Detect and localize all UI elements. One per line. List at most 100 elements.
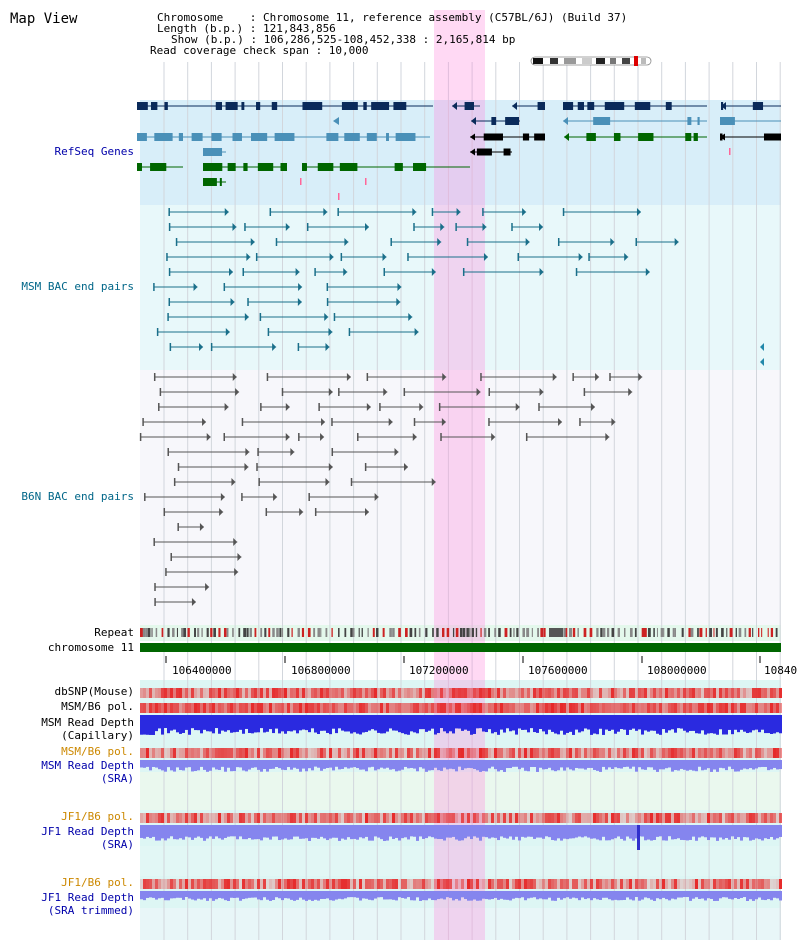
track-label-jf1-depth-trimmed[interactable]: JF1 Read Depth bbox=[41, 891, 134, 904]
polymorphism-cell bbox=[143, 879, 146, 889]
depth-bar bbox=[752, 760, 755, 770]
polymorphism-cell bbox=[254, 748, 257, 758]
depth-bar bbox=[479, 760, 482, 772]
track-label-repeat[interactable]: Repeat bbox=[94, 626, 134, 639]
polymorphism-cell bbox=[575, 813, 578, 823]
depth-bar bbox=[275, 825, 278, 837]
track-label-jf1-depth-sra-sub: (SRA) bbox=[100, 838, 134, 851]
track-label-msm-depth-sra[interactable]: MSM Read Depth bbox=[41, 759, 134, 772]
depth-bar bbox=[629, 825, 632, 839]
polymorphism-cell bbox=[671, 703, 674, 713]
polymorphism-cell bbox=[284, 813, 287, 823]
polymorphism-cell bbox=[383, 703, 386, 713]
polymorphism-cell bbox=[692, 688, 695, 698]
depth-bar bbox=[563, 891, 566, 899]
depth-bar bbox=[605, 825, 608, 841]
depth-bar bbox=[371, 760, 374, 767]
depth-bar bbox=[692, 715, 695, 731]
track-label-jf1-b6-pol-2[interactable]: JF1/B6 pol. bbox=[61, 876, 134, 889]
bac-end bbox=[234, 568, 239, 576]
depth-bar bbox=[326, 760, 329, 768]
depth-bar bbox=[389, 825, 392, 837]
track-label-msm-b6-pol-1[interactable]: MSM/B6 pol. bbox=[61, 700, 134, 713]
gene-exon bbox=[413, 163, 427, 171]
polymorphism-cell bbox=[440, 703, 443, 713]
track-label-jf1-depth-sra[interactable]: JF1 Read Depth bbox=[41, 825, 134, 838]
depth-bar bbox=[671, 715, 674, 730]
polymorphism-cell bbox=[314, 688, 317, 698]
track-label-msm-b6-pol-2[interactable]: MSM/B6 pol. bbox=[61, 745, 134, 758]
track-label-jf1-b6-pol-1[interactable]: JF1/B6 pol. bbox=[61, 810, 134, 823]
depth-bar bbox=[377, 715, 380, 733]
repeat-mark bbox=[344, 628, 347, 637]
polymorphism-cell bbox=[302, 688, 305, 698]
depth-bar bbox=[200, 891, 203, 900]
polymorphism-cell bbox=[698, 703, 701, 713]
polymorphism-cell bbox=[647, 813, 650, 823]
depth-bar bbox=[608, 760, 611, 768]
polymorphism-cell bbox=[446, 688, 449, 698]
track-label-msm-bac[interactable]: MSM BAC end pairs bbox=[21, 280, 134, 293]
polymorphism-cell bbox=[149, 688, 152, 698]
polymorphism-cell bbox=[386, 748, 389, 758]
polymorphism-cell bbox=[347, 813, 350, 823]
depth-bar bbox=[314, 760, 317, 767]
polymorphism-cell bbox=[476, 879, 479, 889]
polymorphism-cell bbox=[446, 879, 449, 889]
polymorphism-cell bbox=[776, 813, 779, 823]
depth-bar bbox=[224, 891, 227, 901]
depth-bar bbox=[419, 715, 422, 730]
depth-bar bbox=[590, 715, 593, 735]
depth-bar bbox=[605, 715, 608, 730]
polymorphism-cell bbox=[662, 813, 665, 823]
polymorphism-cell bbox=[560, 703, 563, 713]
depth-bar bbox=[584, 760, 587, 770]
track-label-msm-depth-capillary[interactable]: MSM Read Depth bbox=[41, 716, 134, 729]
depth-bar bbox=[752, 891, 755, 901]
depth-bar bbox=[416, 715, 419, 734]
depth-bar bbox=[629, 760, 632, 769]
bac-end bbox=[328, 463, 333, 471]
polymorphism-cell bbox=[602, 813, 605, 823]
track-label-dbsnp[interactable]: dbSNP(Mouse) bbox=[54, 685, 134, 698]
polymorphism-cell bbox=[326, 688, 329, 698]
polymorphism-cell bbox=[455, 703, 458, 713]
polymorphism-cell bbox=[596, 748, 599, 758]
page-title: Map View bbox=[10, 11, 78, 27]
polymorphism-cell bbox=[332, 748, 335, 758]
depth-bar bbox=[248, 715, 251, 734]
chromosome-ideogram[interactable] bbox=[530, 53, 652, 66]
polymorphism-cell bbox=[281, 748, 284, 758]
bac-end bbox=[321, 418, 326, 426]
depth-bar bbox=[413, 715, 416, 733]
depth-bar bbox=[707, 825, 710, 841]
polymorphism-cell bbox=[443, 703, 446, 713]
track-label-chromosome[interactable]: chromosome 11 bbox=[47, 641, 134, 654]
polymorphism-cell bbox=[464, 703, 467, 713]
gene-exon bbox=[464, 102, 475, 110]
depth-bar bbox=[293, 760, 296, 768]
polymorphism-cell bbox=[284, 703, 287, 713]
polymorphism-cell bbox=[701, 703, 704, 713]
bac-end bbox=[611, 418, 616, 426]
depth-bar bbox=[380, 825, 383, 840]
repeat-mark bbox=[770, 628, 774, 637]
polymorphism-cell bbox=[665, 813, 668, 823]
repeat-mark bbox=[201, 628, 203, 637]
polymorphism-cell bbox=[290, 813, 293, 823]
track-label-b6n-bac[interactable]: B6N BAC end pairs bbox=[21, 490, 134, 503]
depth-bar bbox=[530, 715, 533, 729]
polymorphism-cell bbox=[443, 879, 446, 889]
depth-bar bbox=[374, 825, 377, 837]
depth-bar bbox=[500, 825, 503, 837]
polymorphism-cell bbox=[470, 688, 473, 698]
repeat-mark bbox=[494, 628, 497, 637]
polymorphism-cell bbox=[443, 813, 446, 823]
polymorphism-cell bbox=[761, 748, 764, 758]
depth-bar bbox=[497, 825, 500, 841]
depth-bar bbox=[233, 825, 236, 837]
track-label-refseq-genes[interactable]: RefSeq Genes bbox=[54, 145, 134, 158]
repeat-mark bbox=[392, 628, 395, 637]
depth-bar bbox=[635, 825, 638, 839]
polymorphism-cell bbox=[176, 703, 179, 713]
